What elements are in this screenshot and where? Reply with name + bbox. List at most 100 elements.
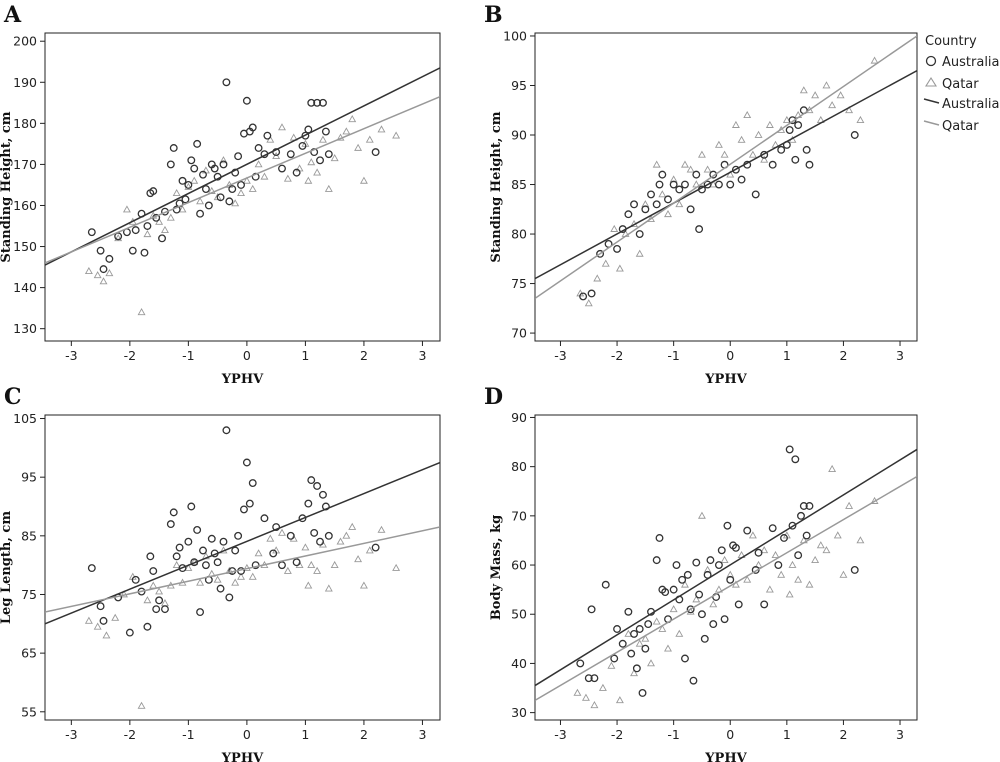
y-tick-label: 140 xyxy=(13,280,37,295)
qatar-point xyxy=(765,585,774,593)
x-tick-label: -2 xyxy=(611,348,623,363)
australia-point xyxy=(158,234,166,243)
australia-point xyxy=(310,148,319,157)
qatar-point xyxy=(743,110,752,119)
australia-point xyxy=(169,144,178,152)
y-tick-label: 65 xyxy=(21,646,37,661)
qatar-point xyxy=(283,566,292,574)
qatar-point xyxy=(365,135,374,143)
qatar-point xyxy=(669,605,678,613)
australia-point xyxy=(310,528,319,537)
australia-point xyxy=(216,193,225,202)
australia-point xyxy=(751,566,760,574)
qatar-point xyxy=(318,135,327,143)
australia-point xyxy=(791,155,800,164)
australia-point xyxy=(678,575,687,584)
australia-point xyxy=(584,674,593,683)
australia-point xyxy=(87,564,96,573)
qatar-point xyxy=(377,525,386,533)
australia-point xyxy=(248,479,257,487)
panel-letter: A xyxy=(3,2,22,28)
qatar-point xyxy=(149,581,158,589)
australia-point xyxy=(140,248,149,257)
australia-point xyxy=(105,254,114,263)
qatar-point xyxy=(601,259,610,267)
y-tick-label: 85 xyxy=(511,177,527,192)
qatar-point xyxy=(726,170,735,178)
x-tick-label: 0 xyxy=(243,348,251,363)
qatar-point xyxy=(811,555,820,563)
qatar-point xyxy=(184,563,193,571)
australia-point xyxy=(785,126,794,135)
australia-point xyxy=(734,600,743,609)
australia-point xyxy=(193,139,202,148)
australia-point xyxy=(743,526,752,535)
australia-point xyxy=(178,564,187,573)
qatar-point xyxy=(178,205,187,213)
australia-point xyxy=(635,625,644,633)
qatar-point xyxy=(607,661,616,669)
qatar-point xyxy=(301,543,310,551)
australia-point xyxy=(251,172,260,181)
australia-point xyxy=(149,567,158,575)
qatar-point xyxy=(581,693,590,701)
qatar-point xyxy=(839,570,848,578)
australia-point xyxy=(590,674,599,683)
australia-point xyxy=(624,607,633,616)
australia-point xyxy=(237,180,245,189)
australia-point xyxy=(850,131,859,139)
australia-point xyxy=(131,575,140,584)
australia-point xyxy=(128,246,137,255)
qatar-point xyxy=(748,150,757,158)
legend-title: Country xyxy=(925,34,977,49)
y-tick-label: 80 xyxy=(511,459,527,474)
australia-point xyxy=(240,505,248,514)
australia-point xyxy=(201,185,210,194)
australia-point xyxy=(791,455,800,464)
australia-point xyxy=(601,580,610,589)
x-tick-label: -1 xyxy=(667,727,679,742)
australia-point xyxy=(726,180,735,189)
australia-point xyxy=(664,195,672,204)
australia-point xyxy=(774,561,783,569)
qatar-point xyxy=(392,563,401,571)
australia-point xyxy=(207,534,216,543)
fit-line-qatar xyxy=(535,35,917,300)
fit-line-qatar xyxy=(45,526,440,613)
australia-point xyxy=(692,170,701,179)
australia-point xyxy=(723,521,732,530)
qatar-point xyxy=(811,91,820,99)
australia-point xyxy=(632,664,641,673)
y-tick-label: 70 xyxy=(511,326,527,341)
qatar-point xyxy=(760,155,769,163)
qatar-point xyxy=(641,634,650,642)
qatar-point xyxy=(324,184,333,192)
australia-point xyxy=(618,639,627,648)
qatar-point xyxy=(788,560,797,568)
australia-point xyxy=(576,659,585,668)
australia-point xyxy=(125,628,134,637)
australia-point xyxy=(647,190,655,199)
australia-point xyxy=(754,548,763,557)
australia-point xyxy=(797,511,805,520)
australia-point xyxy=(371,543,380,552)
australia-point xyxy=(99,616,108,625)
qatar-point xyxy=(354,555,363,563)
x-tick-label: 0 xyxy=(726,727,734,742)
qatar-point xyxy=(307,158,316,166)
x-tick-label: -1 xyxy=(182,348,194,363)
qatar-point xyxy=(278,123,286,131)
x-tick-label: 1 xyxy=(301,727,309,742)
australia-point xyxy=(850,566,859,574)
australia-point xyxy=(216,584,225,593)
qatar-point xyxy=(260,172,269,180)
y-tick-label: 95 xyxy=(511,78,527,93)
australia-point xyxy=(751,190,760,199)
qatar-point xyxy=(213,575,222,583)
y-axis-title: Body Mass, kg xyxy=(489,515,504,620)
qatar-point xyxy=(703,165,712,173)
y-tick-label: 75 xyxy=(511,276,527,291)
australia-point xyxy=(87,228,96,237)
qatar-point xyxy=(681,160,689,168)
australia-point xyxy=(675,185,684,194)
